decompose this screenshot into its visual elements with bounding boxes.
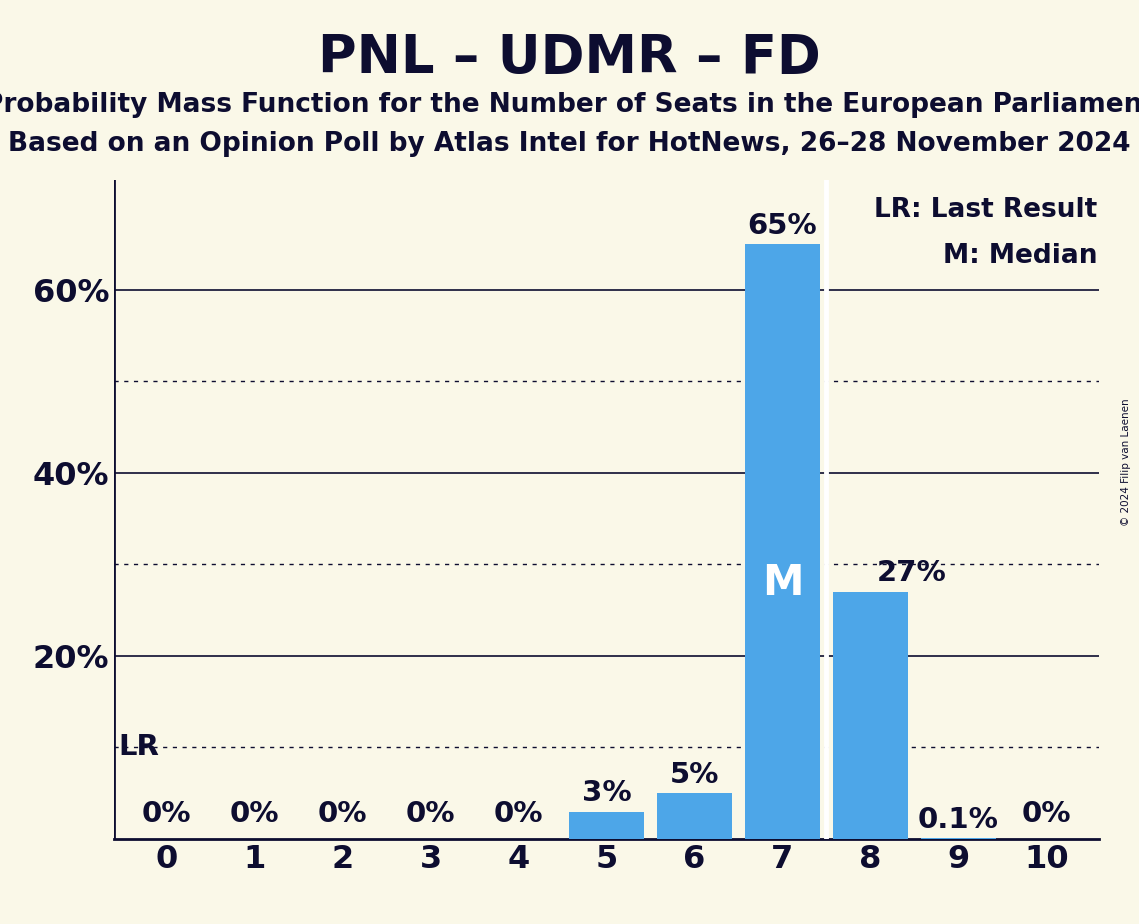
Text: 0%: 0%: [230, 800, 279, 828]
Text: 0%: 0%: [318, 800, 368, 828]
Text: 3%: 3%: [582, 779, 631, 807]
Text: 0%: 0%: [494, 800, 543, 828]
Bar: [570, 811, 644, 839]
Text: 5%: 5%: [670, 760, 719, 789]
Text: PNL – UDMR – FD: PNL – UDMR – FD: [318, 32, 821, 84]
Bar: [833, 592, 908, 839]
Bar: [657, 793, 732, 839]
Text: M: M: [762, 562, 803, 603]
Text: 0%: 0%: [405, 800, 456, 828]
Text: 0.1%: 0.1%: [918, 806, 999, 833]
Text: LR: Last Result: LR: Last Result: [874, 197, 1097, 223]
Text: © 2024 Filip van Laenen: © 2024 Filip van Laenen: [1121, 398, 1131, 526]
Text: 27%: 27%: [877, 559, 947, 588]
Bar: [745, 244, 820, 839]
Text: Based on an Opinion Poll by Atlas Intel for HotNews, 26–28 November 2024: Based on an Opinion Poll by Atlas Intel …: [8, 131, 1131, 157]
Text: Probability Mass Function for the Number of Seats in the European Parliament: Probability Mass Function for the Number…: [0, 92, 1139, 118]
Text: 0%: 0%: [142, 800, 191, 828]
Text: 65%: 65%: [747, 212, 818, 239]
Text: LR: LR: [118, 734, 159, 761]
Text: 0%: 0%: [1022, 800, 1071, 828]
Text: M: Median: M: Median: [943, 243, 1097, 269]
